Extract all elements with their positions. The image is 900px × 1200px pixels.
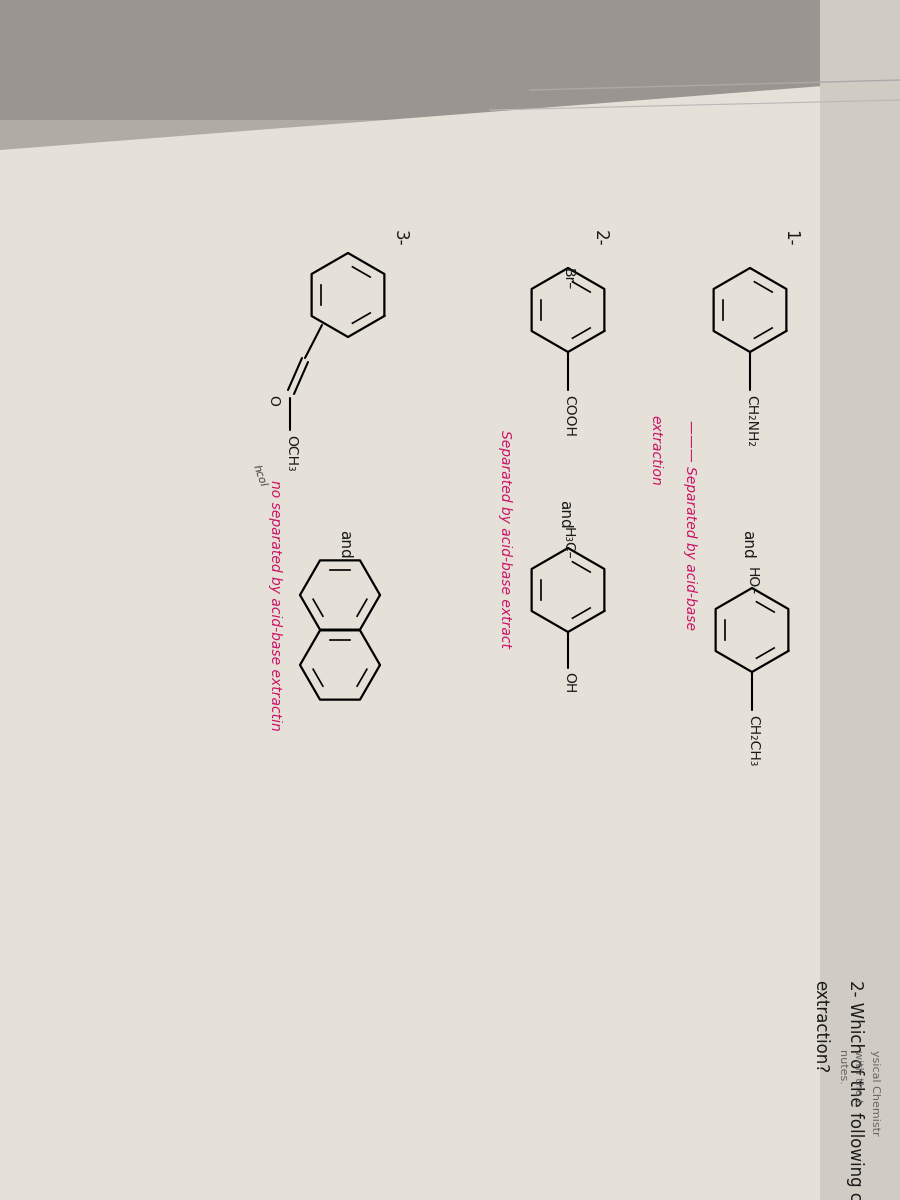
Text: extraction?: extraction? [811,980,829,1073]
Text: Br–: Br– [561,268,575,290]
Text: extraction: extraction [648,415,662,486]
Text: H₃C–: H₃C– [561,527,575,560]
Polygon shape [0,80,900,1200]
Text: 2- Which of the following compounds could be separated by acid-base: 2- Which of the following compounds coul… [846,980,864,1200]
Text: 3-: 3- [391,230,409,246]
Text: with the t: with the t [853,1050,863,1104]
Text: and: and [338,530,353,559]
Text: HO–: HO– [745,566,759,595]
Text: 2-: 2- [591,230,609,246]
Polygon shape [0,0,900,200]
Text: Separated by acid-base extract: Separated by acid-base extract [498,430,512,648]
Text: 1-: 1- [781,230,799,246]
Text: O: O [266,395,280,406]
Polygon shape [820,0,900,1200]
Text: hcol: hcol [250,463,267,488]
Text: ——— Separated by acid-base: ——— Separated by acid-base [683,420,697,630]
Text: OCH₃: OCH₃ [284,434,298,472]
Text: CH₂NH₂: CH₂NH₂ [744,395,758,446]
Text: and: and [741,530,755,559]
Text: ysical Chemistr: ysical Chemistr [870,1050,880,1135]
Text: COOH: COOH [562,395,576,437]
Text: nutes.: nutes. [837,1050,847,1085]
Text: CH₂CH₃: CH₂CH₃ [746,715,760,767]
Text: OH: OH [562,672,576,694]
Text: no separated by acid-base extractin: no separated by acid-base extractin [268,480,282,731]
Text: and: and [557,500,572,529]
Polygon shape [0,0,900,120]
